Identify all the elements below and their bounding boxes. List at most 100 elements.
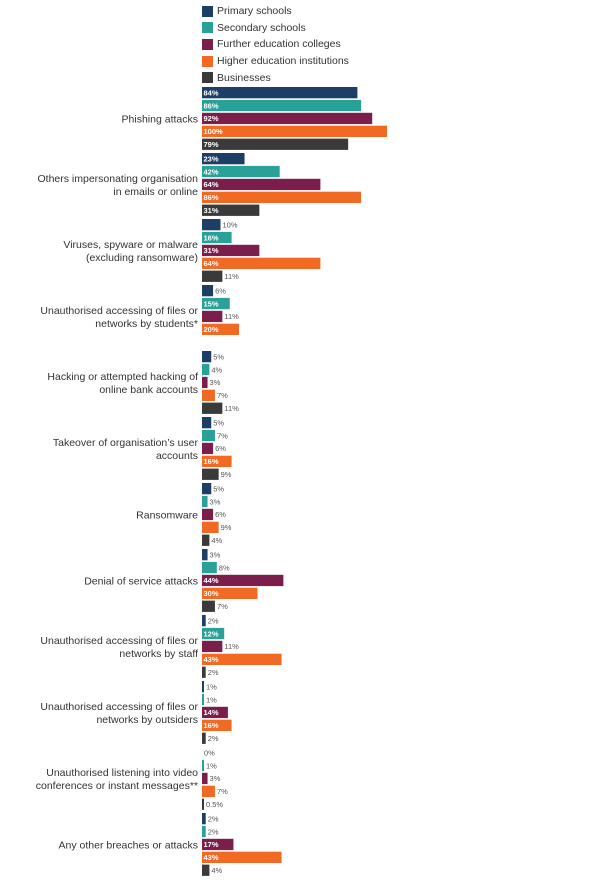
data-label: 6% — [215, 286, 226, 295]
bar — [202, 772, 208, 785]
data-label: 20% — [204, 325, 219, 334]
data-label: 6% — [215, 444, 226, 453]
legend-swatch — [202, 38, 213, 50]
data-label: 2% — [208, 827, 219, 836]
bar — [202, 627, 225, 640]
data-label: 100% — [204, 127, 224, 136]
data-label: 92% — [204, 114, 219, 123]
chart-legend: Primary schools Secondary schools Further … — [202, 3, 349, 86]
legend-item: Primary schools — [202, 3, 349, 20]
data-label: 10% — [223, 220, 238, 229]
bar — [202, 813, 206, 825]
data-label: 7% — [217, 787, 228, 796]
bar — [202, 719, 232, 731]
bar — [202, 204, 260, 216]
category-label: in emails or online — [113, 186, 198, 198]
bar — [202, 87, 358, 99]
data-label: 4% — [211, 365, 222, 374]
data-label: 1% — [206, 761, 217, 770]
bar — [202, 681, 204, 693]
data-label: 9% — [221, 523, 232, 532]
data-label: 3% — [210, 774, 221, 783]
data-label: 16% — [204, 721, 219, 730]
category-label: Unauthorised accessing of files or — [40, 305, 198, 317]
bar — [202, 178, 321, 191]
bar — [202, 257, 321, 269]
bar — [202, 402, 223, 414]
bar — [202, 297, 230, 310]
bar — [202, 191, 362, 203]
category-label: networks by outsiders — [96, 714, 198, 726]
category-label: Hacking or attempted hacking of — [47, 371, 198, 383]
category-label: Takeover of organisation’s user — [53, 437, 199, 449]
data-label: 42% — [204, 167, 219, 176]
data-label: 16% — [204, 233, 219, 242]
legend-label: Primary schools — [217, 5, 292, 18]
category-label: Denial of service attacks — [84, 575, 198, 587]
data-label: 12% — [204, 629, 219, 638]
legend-label: Businesses — [217, 71, 271, 84]
bar — [202, 521, 219, 533]
bar — [202, 310, 223, 323]
category-label: Any other breaches or attacks — [59, 839, 199, 851]
bar — [202, 534, 210, 546]
data-label: 9% — [221, 470, 232, 479]
bar — [202, 759, 204, 772]
data-label: 11% — [224, 272, 239, 281]
category-label: Phishing attacks — [122, 113, 198, 125]
bar — [202, 244, 260, 257]
data-label: 7% — [217, 602, 228, 611]
bar — [202, 165, 280, 178]
data-label: 30% — [204, 589, 219, 598]
category-label: Unauthorised listening into video — [46, 767, 198, 779]
bar — [202, 587, 258, 599]
bar — [202, 285, 214, 297]
data-label: 4% — [211, 536, 222, 545]
bar — [202, 270, 223, 282]
bar — [202, 851, 282, 863]
bar — [202, 495, 208, 508]
data-label: 2% — [208, 814, 219, 823]
data-label: 64% — [204, 259, 219, 268]
bar — [202, 508, 214, 521]
bar — [202, 864, 210, 876]
data-label: 64% — [204, 180, 219, 189]
bar — [202, 125, 387, 137]
category-label: Others impersonating organisation — [37, 173, 198, 185]
bar — [202, 653, 282, 665]
data-label: 17% — [204, 840, 219, 849]
data-label: 11% — [224, 642, 239, 651]
category-label: Unauthorised accessing of files or — [40, 701, 198, 713]
bar — [202, 549, 208, 561]
data-label: 5% — [213, 484, 224, 493]
data-label: 0.5% — [206, 800, 223, 809]
legend-label: Further education colleges — [217, 38, 341, 51]
bar — [202, 417, 212, 429]
legend-swatch — [202, 22, 213, 34]
bar — [202, 138, 349, 150]
bar — [202, 112, 373, 125]
data-label: 11% — [224, 312, 239, 321]
bar — [202, 442, 214, 455]
bar — [202, 666, 206, 678]
data-label: 11% — [224, 404, 239, 413]
bar — [202, 153, 245, 165]
legend-label: Secondary schools — [217, 21, 306, 34]
data-label: 16% — [204, 457, 219, 466]
legend-swatch — [202, 5, 213, 17]
data-label: 6% — [215, 510, 226, 519]
data-label: 2% — [208, 734, 219, 743]
category-label: networks by students* — [95, 318, 198, 330]
bar — [202, 363, 210, 376]
bar — [202, 219, 221, 231]
category-label: (excluding ransomware) — [86, 252, 198, 264]
legend-item: Businesses — [202, 69, 349, 86]
bar — [202, 838, 234, 851]
data-label: 1% — [206, 695, 217, 704]
data-label: 5% — [213, 352, 224, 361]
data-label: 31% — [204, 206, 219, 215]
bar — [202, 468, 219, 480]
data-label: 43% — [204, 853, 219, 862]
data-label: 1% — [206, 682, 217, 691]
